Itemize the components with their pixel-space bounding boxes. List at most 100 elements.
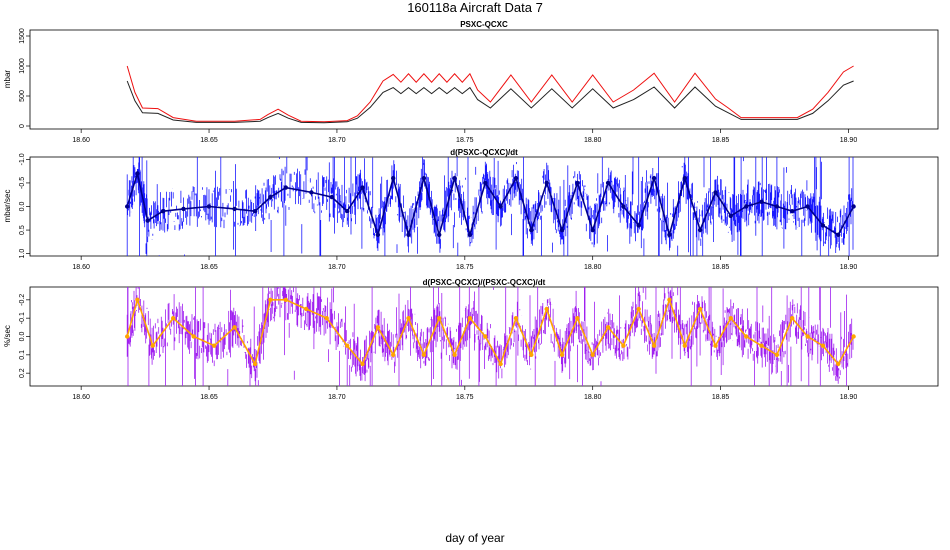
data-point: [252, 209, 258, 214]
data-point: [759, 343, 764, 348]
x-tick-label: 18.70: [328, 137, 346, 144]
x-tick-label: 18.90: [840, 394, 858, 401]
panel-2-title: d(PSXC-QCXC)/dt: [450, 148, 518, 157]
y-tick-label: 1000: [19, 58, 26, 74]
data-point: [391, 352, 396, 357]
data-point: [135, 297, 140, 302]
data-point: [150, 343, 155, 348]
data-point: [181, 206, 186, 212]
series-line: [126, 170, 855, 238]
data-point: [421, 352, 427, 357]
data-point: [697, 227, 703, 233]
y-tick-label: 1.0: [19, 249, 26, 259]
data-point: [774, 204, 780, 209]
x-tick-label: 18.70: [328, 264, 346, 271]
data-point: [820, 223, 826, 228]
y-tick-label: 0.2: [19, 368, 26, 378]
data-point: [483, 180, 488, 186]
data-point: [252, 361, 258, 367]
x-tick-label: 18.75: [456, 264, 474, 271]
x-tick-label: 18.90: [840, 264, 858, 271]
panel-2-ylabel: mbar/sec: [3, 190, 12, 223]
data-point: [375, 325, 381, 330]
plot-area: [125, 157, 856, 256]
data-point: [467, 316, 473, 321]
series-line-lower: [126, 80, 854, 124]
data-point: [375, 232, 381, 237]
data-point: [232, 325, 237, 330]
plot-area: [125, 287, 856, 386]
data-point: [713, 343, 718, 348]
data-point: [728, 316, 733, 321]
data-point: [283, 297, 288, 302]
data-point: [851, 204, 856, 209]
data-point: [437, 232, 442, 237]
data-point: [621, 204, 626, 209]
panel-1-title: PSXC-QCXC: [460, 20, 508, 29]
x-tick-label: 18.60: [72, 264, 90, 271]
data-point: [805, 334, 810, 339]
panel-3-ylabel: %/sec: [3, 325, 12, 347]
x-tick-label: 18.85: [712, 394, 730, 401]
panel-3-title: d(PSXC-QCXC)/(PSXC-QCXC)/dt: [423, 278, 546, 287]
y-tick-label: 0: [19, 124, 26, 128]
data-point: [759, 199, 764, 204]
data-point: [304, 306, 309, 312]
x-tick-label: 18.65: [200, 394, 218, 401]
data-point: [559, 352, 565, 357]
y-tick-label: 0.1: [19, 350, 26, 360]
panel-psxc-qcxc: PSXC-QCXC mbar 18.60 18.65 18.70 18.75 18.80…: [3, 20, 939, 144]
data-point: [452, 176, 457, 181]
data-point: [575, 316, 580, 321]
data-point: [559, 227, 565, 233]
x-tick-label: 18.65: [200, 137, 218, 144]
data-point: [421, 176, 427, 181]
y-tick-label: 500: [19, 90, 26, 102]
x-axis-label: day of year: [445, 531, 505, 545]
y-tick-label: 0.5: [19, 225, 26, 235]
data-point: [268, 297, 273, 302]
data-point: [728, 213, 733, 219]
data-point: [268, 194, 273, 200]
x-tick-label: 18.60: [72, 394, 90, 401]
x-tick-label: 18.85: [712, 137, 730, 144]
data-point: [206, 204, 212, 209]
data-point: [744, 334, 749, 339]
data-point: [406, 232, 411, 237]
data-point: [651, 343, 657, 348]
data-point: [309, 190, 314, 195]
data-point: [621, 343, 626, 348]
y-tick-label: 1500: [19, 28, 26, 44]
data-point: [605, 180, 611, 186]
data-point: [437, 316, 442, 321]
x-tick-label: 18.80: [584, 394, 602, 401]
x-tick-label: 18.75: [456, 137, 474, 144]
data-point: [590, 352, 595, 357]
y-tick-label: 0.0: [19, 332, 26, 342]
data-point: [851, 334, 856, 339]
panel-derivative: d(PSXC-QCXC)/dt mbar/sec 18.60 18.65 18.70…: [3, 148, 939, 271]
y-tick-label: -1.0: [19, 153, 26, 165]
series-line-upper: [126, 65, 854, 123]
y-tick-label: 0.0: [19, 202, 26, 212]
data-point: [667, 232, 672, 237]
data-point: [212, 343, 217, 348]
data-point: [605, 325, 611, 330]
data-point: [135, 171, 140, 176]
x-tick-label: 18.85: [712, 264, 730, 271]
data-point: [160, 209, 166, 214]
data-point: [790, 209, 795, 214]
data-point: [697, 306, 703, 312]
data-point: [125, 334, 130, 339]
data-point: [836, 361, 841, 367]
data-point: [744, 204, 749, 209]
data-point: [682, 176, 687, 181]
data-point: [544, 180, 549, 186]
panel-1-frame: [29, 29, 939, 130]
data-point: [513, 316, 519, 321]
plot-area: [126, 65, 854, 124]
x-tick-label: 18.70: [328, 394, 346, 401]
data-point: [529, 352, 534, 357]
data-point: [790, 316, 795, 321]
